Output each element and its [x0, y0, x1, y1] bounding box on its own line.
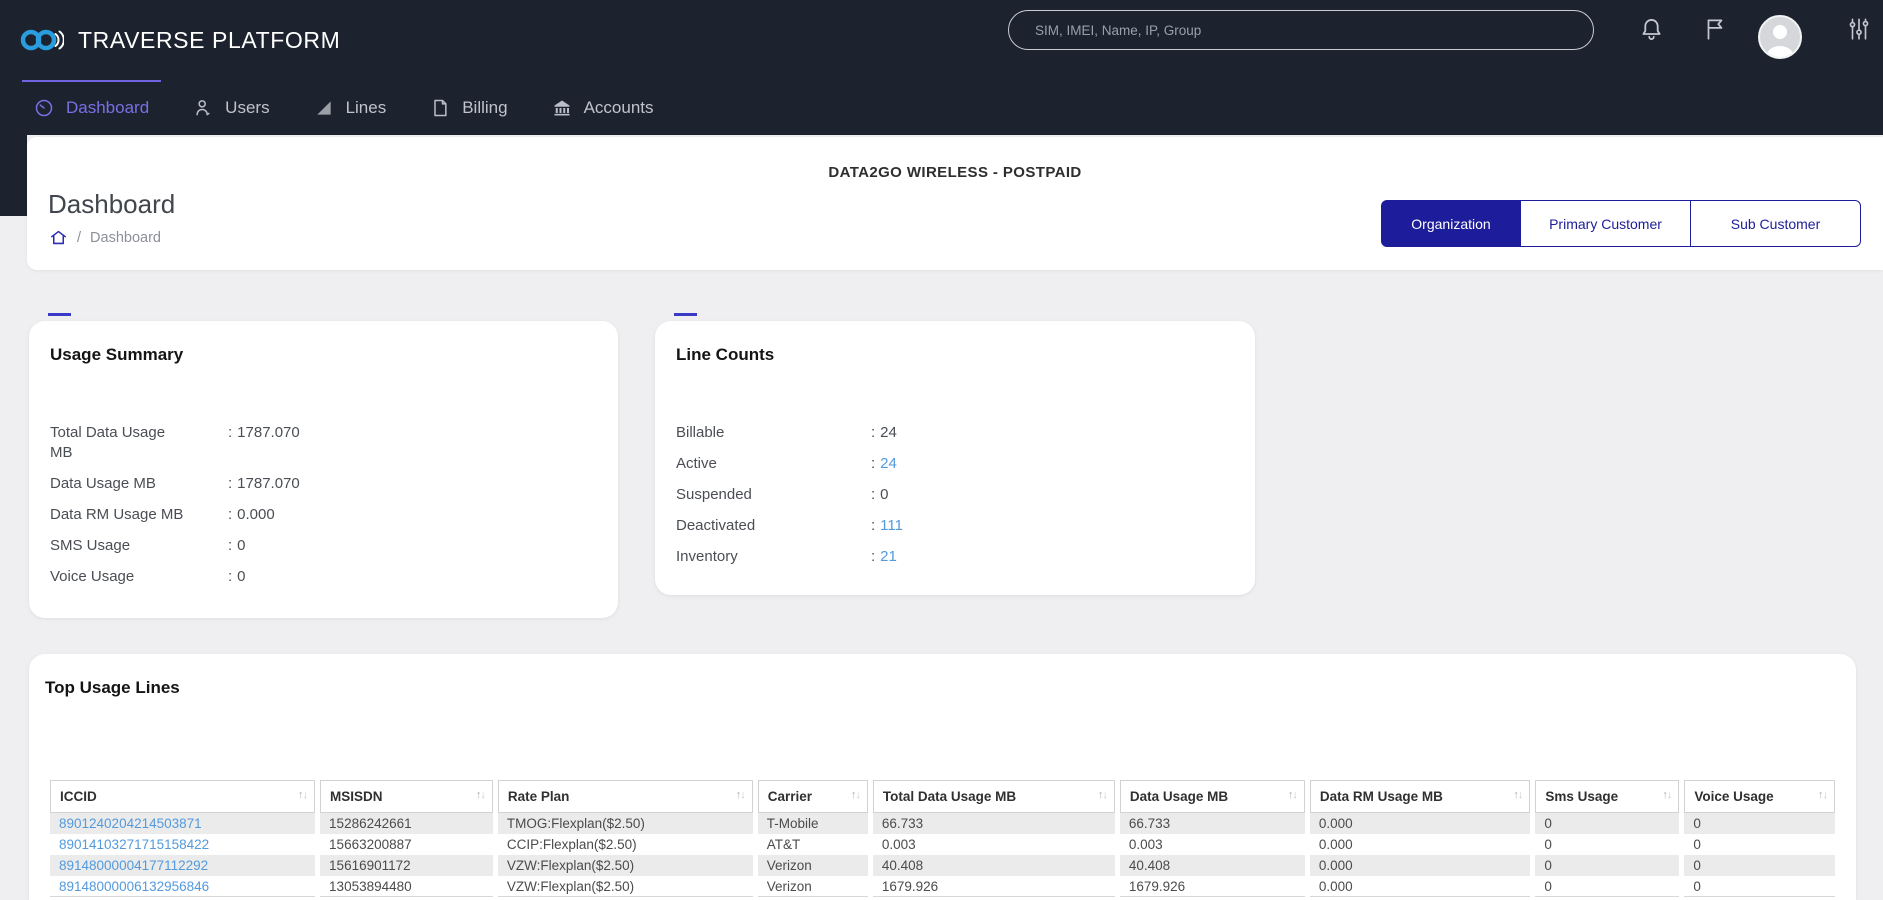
sort-icon: ↑↓ [1513, 789, 1523, 801]
table-row: 8901240204214503871 15286242661 TMOG:Fle… [50, 813, 1835, 834]
line-counts-list: Billable : 24 Active : 24 Suspended : 0 … [676, 423, 1234, 567]
view-switch-group: Organization Primary Customer Sub Custom… [1381, 200, 1861, 247]
column-header-iccid[interactable]: ICCID ↑↓ [50, 780, 316, 813]
nav-tab-label: Users [225, 97, 270, 117]
nav-tab-users[interactable]: Users [187, 80, 275, 135]
settings-sliders-icon[interactable] [1836, 16, 1882, 42]
sort-icon: ↑↓ [735, 789, 746, 801]
billing-document-icon [430, 98, 450, 118]
column-header-voice-usage[interactable]: Voice Usage ↑↓ [1684, 780, 1835, 813]
nav-tab-label: Dashboard [66, 97, 150, 117]
usage-row-data: Data Usage MB : 1787.070 [50, 475, 300, 492]
iccid-link[interactable]: 8901240204214503871 [59, 816, 202, 831]
usage-row-sms: SMS Usage : 0 [50, 537, 246, 554]
sort-icon: ↑↓ [1097, 789, 1108, 801]
brand: TRAVERSE PLATFORM [0, 27, 340, 54]
user-avatar[interactable] [1758, 15, 1802, 59]
top-usage-title: Top Usage Lines [45, 678, 180, 697]
breadcrumb-current[interactable]: Dashboard [90, 229, 161, 246]
bank-icon [552, 98, 572, 118]
brand-title: TRAVERSE PLATFORM [78, 26, 341, 53]
column-header-msisdn[interactable]: MSISDN ↑↓ [320, 780, 493, 813]
nav-tab-label: Billing [462, 97, 508, 117]
nav-tab-lines[interactable]: Lines [308, 80, 393, 135]
iccid-link[interactable]: 89148000004177112292 [59, 858, 209, 873]
home-icon[interactable] [49, 228, 68, 247]
line-counts-title: Line Counts [676, 345, 775, 364]
sort-icon: ↑↓ [1287, 789, 1298, 801]
count-row-deactivated: Deactivated : 111 [676, 517, 903, 534]
column-header-sms-usage[interactable]: Sms Usage ↑↓ [1535, 780, 1680, 813]
card-accent-dash [674, 313, 697, 316]
top-usage-table: ICCID ↑↓ MSISDN ↑↓ Rate Plan ↑↓ Carrier ↑↓ T… [45, 780, 1840, 897]
page-title: Dashboard [48, 189, 176, 219]
global-search-input[interactable] [1008, 10, 1594, 50]
sort-icon: ↑↓ [1818, 789, 1828, 801]
page-header-card: DATA2GO WIRELESS - POSTPAID Dashboard / … [27, 137, 1883, 270]
primary-customer-button[interactable]: Primary Customer [1521, 200, 1691, 247]
signal-triangle-icon [314, 98, 334, 118]
column-header-total-data-usage[interactable]: Total Data Usage MB ↑↓ [872, 780, 1115, 813]
column-header-data-usage[interactable]: Data Usage MB ↑↓ [1119, 780, 1305, 813]
sort-icon: ↑↓ [1662, 789, 1672, 801]
notifications-bell-icon[interactable] [1628, 16, 1674, 43]
card-accent-dash [48, 313, 71, 316]
flag-icon[interactable] [1692, 16, 1738, 42]
infinity-logo-icon [20, 27, 64, 53]
table-row: 89148000004177112292 15616901172 VZW:Fle… [50, 855, 1835, 876]
account-title: DATA2GO WIRELESS - POSTPAID [828, 164, 1082, 181]
column-header-data-rm-usage[interactable]: Data RM Usage MB ↑↓ [1309, 780, 1531, 813]
dashboard-gauge-icon [34, 98, 54, 118]
table-row: 89014103271715158422 15663200887 CCIP:Fl… [59, 837, 1701, 852]
top-usage-lines-card: Top Usage Lines ICCID ↑↓ MSISDN ↑↓ Rate Pl… [29, 654, 1856, 900]
table-header-row: ICCID ↑↓ MSISDN ↑↓ Rate Plan ↑↓ Carrier ↑↓ T… [50, 780, 1835, 813]
main-nav: Dashboard Users Lines Billing [0, 80, 1883, 135]
count-row-billable: Billable : 24 [676, 424, 897, 441]
iccid-link[interactable]: 89014103271715158422 [59, 837, 210, 852]
usage-summary-card: Usage Summary Total Data Usage MB : 1787… [29, 313, 618, 618]
breadcrumb: / Dashboard [49, 228, 161, 247]
sort-icon: ↑↓ [298, 789, 308, 801]
table-row: 89148000006132956846 13053894480 VZW:Fle… [50, 876, 1835, 897]
navbar-left-backdrop [0, 135, 27, 216]
sort-icon: ↑↓ [475, 789, 486, 801]
breadcrumb-separator: / [77, 229, 82, 246]
column-header-carrier[interactable]: Carrier ↑↓ [757, 780, 868, 813]
count-row-inventory: Inventory : 21 [676, 548, 897, 565]
iccid-link[interactable]: 89148000006132956846 [59, 878, 210, 894]
top-navbar: TRAVERSE PLATFORM [0, 0, 1883, 80]
usage-row-total-data: Total Data Usage MB : 1787.070 [50, 424, 300, 461]
nav-tab-dashboard[interactable]: Dashboard [21, 80, 162, 135]
nav-tab-accounts[interactable]: Accounts [546, 80, 660, 135]
line-counts-card: Line Counts Billable : 24 Active : 24 Su… [655, 313, 1255, 595]
nav-tab-billing[interactable]: Billing [424, 80, 513, 135]
sort-icon: ↑↓ [850, 789, 861, 801]
users-person-icon [193, 98, 213, 118]
nav-tab-label: Lines [345, 97, 387, 117]
count-row-suspended: Suspended : 0 [676, 486, 889, 503]
usage-row-data-rm: Data RM Usage MB : 0.000 [50, 506, 275, 523]
column-header-rate-plan[interactable]: Rate Plan ↑↓ [497, 780, 753, 813]
organization-button[interactable]: Organization [1381, 200, 1521, 247]
usage-row-voice: Voice Usage : 0 [50, 568, 246, 585]
usage-summary-title: Usage Summary [50, 345, 184, 364]
sub-customer-button[interactable]: Sub Customer [1691, 200, 1861, 247]
nav-tab-label: Accounts [583, 97, 654, 117]
usage-summary-list: Total Data Usage MB : 1787.070 Data Usag… [50, 423, 597, 587]
count-row-active: Active : 24 [676, 455, 897, 472]
